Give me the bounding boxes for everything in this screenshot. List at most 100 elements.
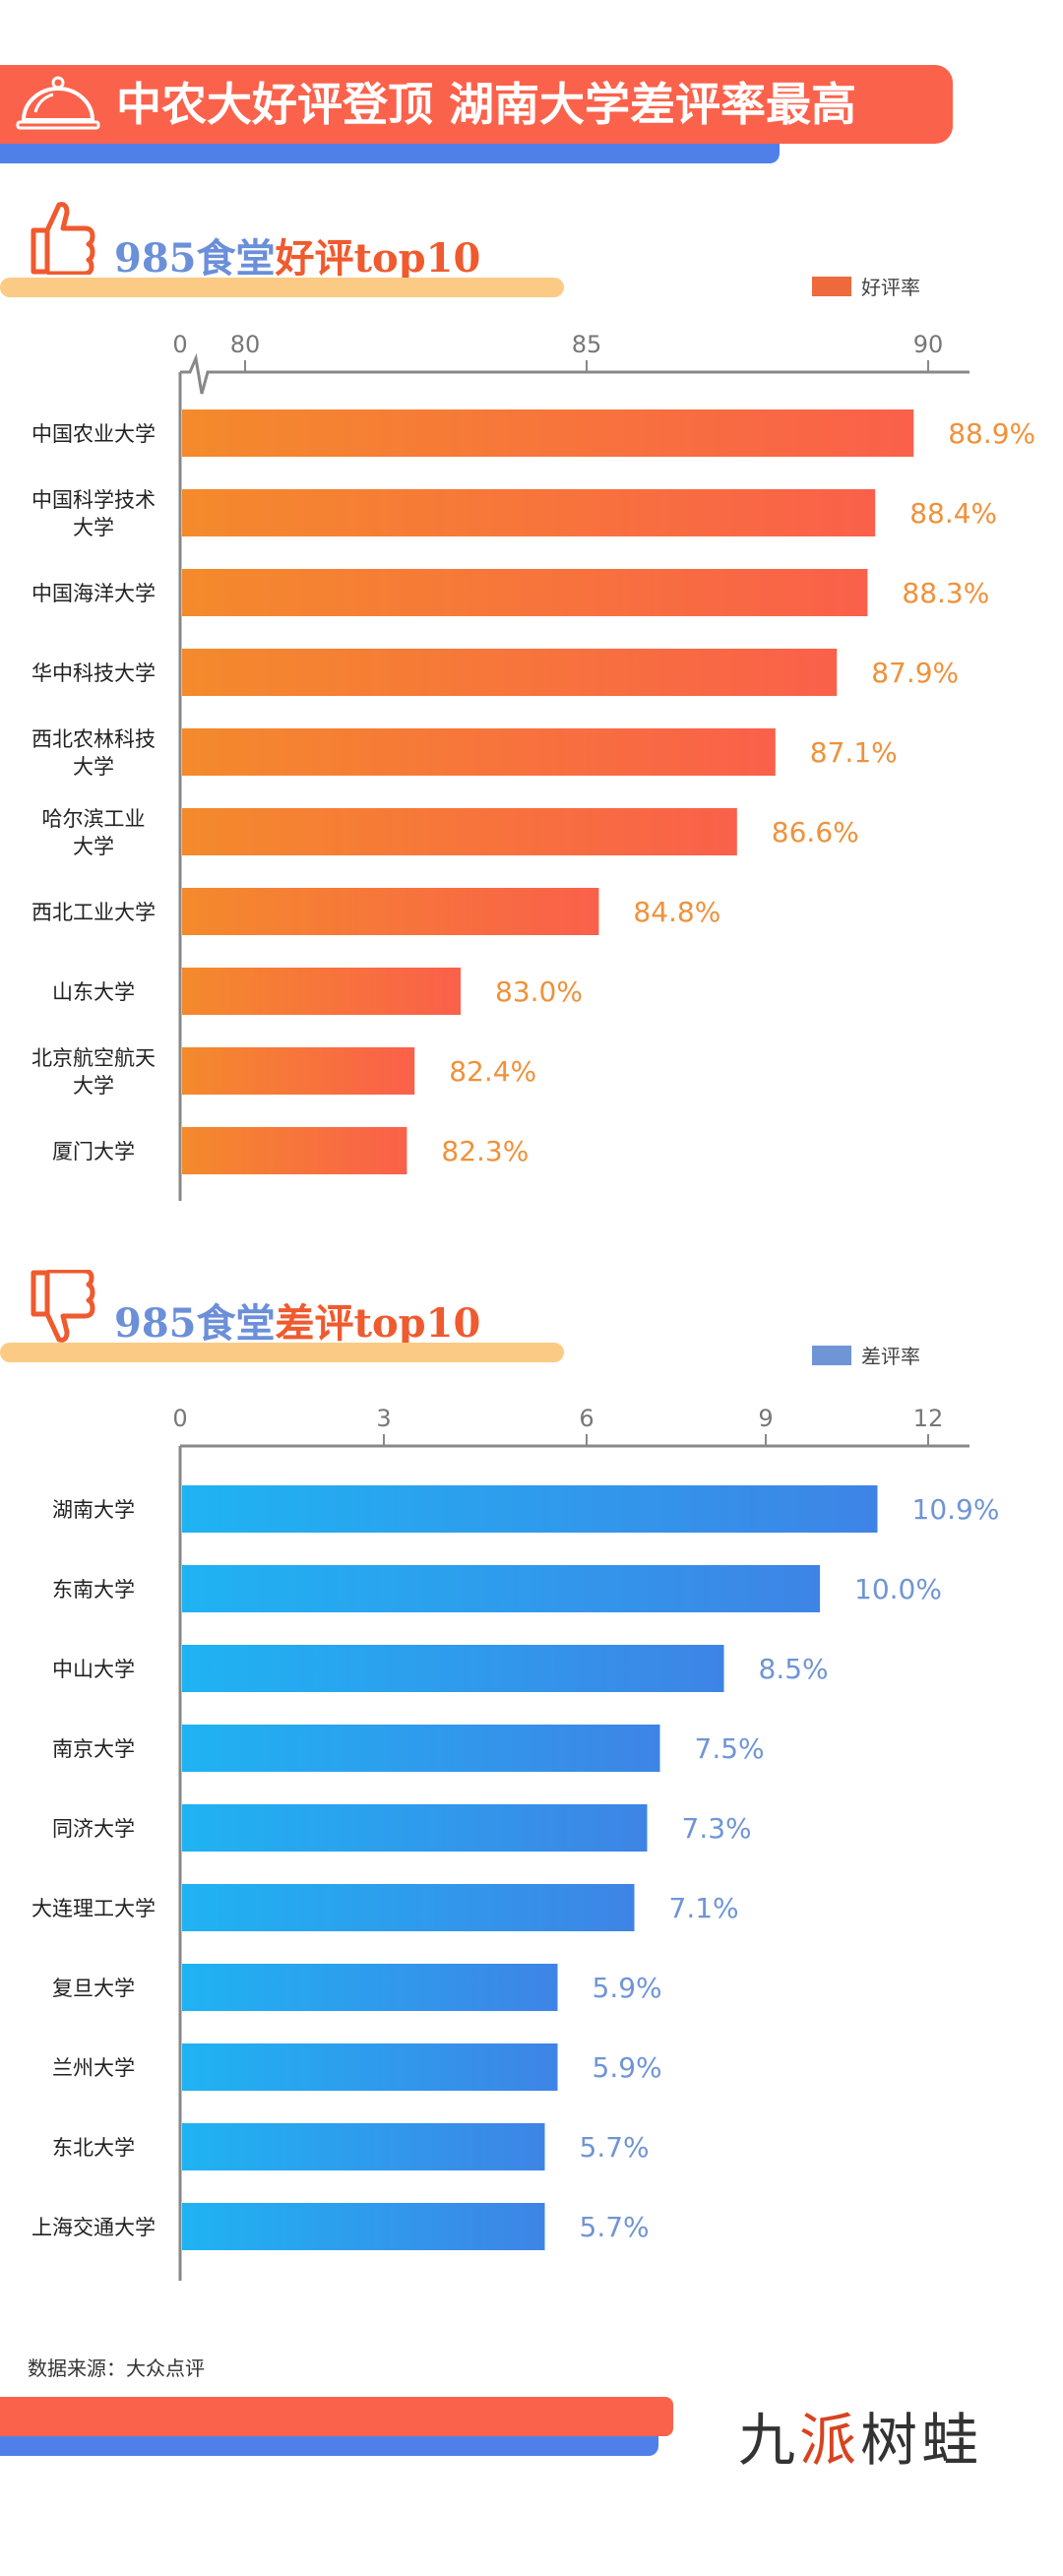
bar [182, 409, 914, 457]
category-label: 中国海洋大学 [31, 582, 156, 605]
bar [182, 2043, 558, 2091]
legend-swatch [812, 276, 851, 296]
tick-label: 85 [572, 331, 602, 358]
category-label: 东南大学 [52, 1578, 135, 1602]
category-label: 西北工业大学 [31, 901, 156, 924]
category-label-line: 西北工业大学 [31, 901, 156, 924]
legend: 好评率 [812, 272, 920, 300]
category-label-line: 大连理工大学 [31, 1897, 156, 1920]
category-label-line: 大学 [73, 1074, 114, 1098]
category-label: 复旦大学 [52, 1977, 135, 2000]
heading-highlight: 差评top10 [275, 1300, 481, 1347]
value-label: 5.7% [580, 2211, 650, 2243]
value-label: 7.1% [669, 1892, 739, 1924]
category-label-line: 哈尔滨工业 [42, 807, 146, 831]
heading-underline [0, 1343, 564, 1362]
tick-label: 9 [758, 1405, 773, 1432]
tick-label: 80 [230, 331, 261, 358]
bar [182, 728, 776, 776]
value-label: 5.9% [593, 1972, 662, 2004]
category-label-line: 中国海洋大学 [31, 582, 156, 605]
value-label: 10.9% [912, 1493, 1000, 1526]
category-label-line: 中山大学 [52, 1658, 135, 1681]
good-rating-chart: 0 80 85 90 88.9% 中国农业大学 88.4% 中国科学技术大学 88.3% 中国海洋… [31, 331, 1035, 1201]
logo-text: 九 [738, 2407, 800, 2474]
value-label: 5.9% [593, 2051, 662, 2084]
value-label: 7.3% [682, 1812, 752, 1845]
category-label: 华中科技大学 [31, 661, 156, 685]
bar [182, 1725, 660, 1772]
category-label-line: 华中科技大学 [31, 661, 156, 685]
tick-label: 12 [913, 1405, 944, 1432]
category-label: 中国科学技术大学 [31, 488, 156, 539]
bar [182, 1047, 415, 1095]
value-label: 7.5% [695, 1732, 765, 1765]
title-banner [0, 65, 953, 144]
bar [182, 968, 461, 1015]
bar [182, 1645, 724, 1692]
category-label: 南京大学 [52, 1737, 135, 1761]
category-label-line: 中国科学技术 [31, 488, 156, 512]
bar [182, 888, 599, 935]
logo-text-accent: 派 [799, 2407, 861, 2474]
footer-bar [0, 2397, 673, 2436]
category-label-line: 南京大学 [52, 1737, 135, 1761]
category-label-line: 兰州大学 [52, 2056, 135, 2080]
category-label: 东北大学 [52, 2136, 135, 2160]
category-label-line: 西北农林科技 [31, 727, 156, 751]
category-label-line: 北京航空航天 [31, 1046, 156, 1070]
value-label: 88.9% [948, 417, 1035, 450]
category-label-line: 大学 [73, 835, 114, 858]
bar [182, 2123, 545, 2170]
bar [182, 1964, 558, 2011]
category-label: 湖南大学 [52, 1498, 135, 1522]
category-label: 上海交通大学 [31, 2216, 156, 2239]
category-label-line: 东南大学 [52, 1578, 135, 1602]
bar [182, 1127, 407, 1174]
logo-text: 树蛙 [860, 2407, 983, 2474]
category-label-line: 同济大学 [52, 1817, 135, 1841]
bad-section-heading: 985食堂差评top10 [114, 1291, 480, 1349]
category-label-line: 湖南大学 [52, 1498, 135, 1522]
bar [182, 649, 838, 696]
category-label: 北京航空航天大学 [31, 1046, 156, 1098]
value-label: 82.3% [441, 1135, 529, 1167]
category-label: 西北农林科技大学 [31, 727, 156, 779]
category-label-line: 东北大学 [52, 2136, 135, 2160]
heading-highlight: 好评top10 [275, 235, 481, 282]
food-cloche-icon [16, 76, 100, 130]
category-label-line: 上海交通大学 [31, 2216, 156, 2239]
value-label: 84.8% [633, 896, 720, 928]
category-label: 哈尔滨工业大学 [42, 807, 146, 858]
bar [182, 1884, 635, 1931]
category-label-line: 山东大学 [52, 980, 135, 1004]
bar [182, 1804, 648, 1852]
value-label: 5.7% [580, 2131, 650, 2164]
heading-underline [0, 278, 564, 297]
value-label: 83.0% [495, 975, 583, 1008]
thumbs-up-icon [31, 202, 95, 275]
category-label: 山东大学 [52, 980, 135, 1004]
page-title: 中农大好评登顶 湖南大学差评率最高 [116, 78, 857, 131]
tick-label: 6 [579, 1405, 594, 1432]
category-label: 厦门大学 [52, 1140, 135, 1163]
legend: 差评率 [812, 1341, 920, 1369]
bar [182, 808, 737, 855]
value-label: 87.9% [871, 657, 959, 689]
legend-label: 差评率 [861, 1345, 920, 1368]
good-section-heading: 985食堂好评top10 [114, 226, 480, 283]
bar [182, 489, 876, 536]
bar [182, 569, 868, 616]
tick-label: 90 [913, 331, 944, 358]
bar [182, 1565, 820, 1612]
category-label: 中山大学 [52, 1658, 135, 1681]
category-label: 同济大学 [52, 1817, 135, 1841]
legend-label: 好评率 [861, 276, 920, 299]
tick-label: 0 [172, 1405, 187, 1432]
category-label-line: 大学 [73, 516, 114, 539]
category-label-line: 大学 [73, 755, 114, 779]
category-label: 兰州大学 [52, 2056, 135, 2080]
thumbs-down-icon [31, 1270, 95, 1343]
tick-label: 0 [172, 331, 187, 358]
tick-label: 3 [376, 1405, 391, 1432]
